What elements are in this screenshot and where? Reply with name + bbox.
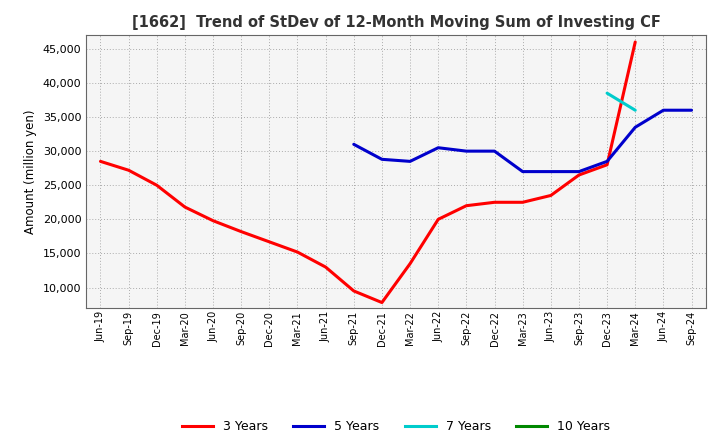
Title: [1662]  Trend of StDev of 12-Month Moving Sum of Investing CF: [1662] Trend of StDev of 12-Month Moving… bbox=[132, 15, 660, 30]
Legend: 3 Years, 5 Years, 7 Years, 10 Years: 3 Years, 5 Years, 7 Years, 10 Years bbox=[177, 415, 615, 438]
Y-axis label: Amount (million yen): Amount (million yen) bbox=[24, 110, 37, 234]
